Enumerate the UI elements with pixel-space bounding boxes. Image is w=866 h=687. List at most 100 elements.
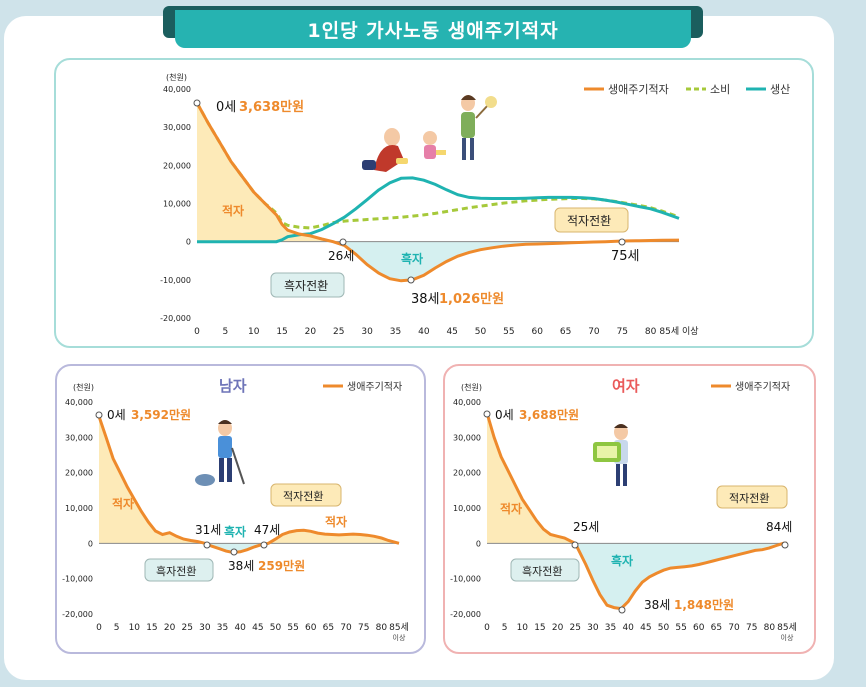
deficit-area-fill (197, 102, 334, 242)
switch-surplus-callout (144, 558, 214, 582)
family-housework-illustration (362, 95, 497, 172)
y-tick-label: 0 (186, 238, 191, 247)
x-tick-label: 0 (194, 327, 200, 337)
x-tick-label: 20 (552, 623, 564, 633)
switch-surplus-age: 31세 (195, 523, 221, 537)
switch-surplus-callout (270, 272, 345, 298)
legend-production-label: 생산 (770, 83, 790, 96)
x-tick-label: 85세 (389, 622, 409, 633)
x-tick-label: 30 (199, 623, 211, 633)
legend-deficit-label: 생애주기적자 (347, 381, 402, 393)
switch-deficit-marker (260, 541, 268, 549)
x-tick-suffix: 이상 (781, 633, 794, 642)
x-tick-label: 70 (340, 623, 352, 633)
x-tick-label: 15 (534, 623, 545, 633)
x-tick-label: 35 (605, 623, 616, 633)
woman-laundry-illustration (593, 424, 628, 486)
peak-surplus-value: 1,026만원 (439, 291, 504, 307)
peak-surplus-marker (407, 276, 415, 284)
y-tick-label: 40,000 (453, 398, 481, 407)
x-tick-label: 65 (323, 623, 334, 633)
y-tick-label: 30,000 (453, 433, 481, 442)
x-tick-label: 55 (287, 623, 298, 633)
switch-surplus-callout (510, 558, 580, 582)
y-tick-label: -20,000 (62, 610, 93, 619)
legend-consumption-label: 소비 (710, 83, 730, 96)
x-tick-label: 45 (446, 327, 457, 337)
x-tick-label: 55 (503, 327, 514, 337)
x-tick-label: 60 (305, 623, 317, 633)
x-tick-label: 25 (333, 327, 344, 337)
y-tick-label: -10,000 (450, 575, 481, 584)
y-tick-label: 40,000 (163, 85, 191, 94)
x-tick-label: 70 (588, 327, 600, 337)
legend-deficit-label: 생애주기적자 (735, 381, 790, 393)
x-tick-label: 50 (270, 623, 282, 633)
peak-surplus-age: 38세 (644, 598, 670, 612)
switch-surplus-label: 흑자전환 (284, 279, 328, 293)
y-tick-label: 20,000 (65, 469, 93, 478)
title-banner: 1인당 가사노동 생애주기적자 (163, 6, 703, 48)
peak-surplus-age: 38세 (228, 559, 254, 573)
x-tick-label: 80 (645, 327, 657, 337)
panel-title: 여자 (612, 377, 640, 395)
x-tick-label: 45 (252, 623, 263, 633)
switch-deficit-marker (781, 541, 789, 549)
x-tick-label: 0 (96, 623, 102, 633)
peak-surplus-marker (230, 548, 238, 556)
y-tick-label: -10,000 (160, 276, 191, 285)
y-tick-label: 10,000 (163, 200, 191, 209)
start-value-label: 3,638만원 (239, 99, 304, 115)
x-tick-label: 10 (248, 327, 260, 337)
start-marker (483, 410, 491, 418)
x-tick-label: 30 (361, 327, 373, 337)
switch-deficit-callout (554, 207, 629, 233)
y-tick-label: 0 (476, 539, 481, 548)
deficit-area-fill (99, 416, 205, 544)
x-tick-label: 65 (711, 623, 722, 633)
switch-deficit-callout (716, 485, 788, 509)
panel-title: 남자 (219, 377, 247, 395)
switch-deficit-label: 적자전환 (283, 490, 323, 503)
y-tick-label: 20,000 (163, 161, 191, 170)
switch-deficit-label: 적자전환 (729, 492, 769, 505)
x-tick-label: 75 (746, 623, 757, 633)
x-tick-label: 75 (617, 327, 628, 337)
x-tick-label: 20 (305, 327, 317, 337)
peak-surplus-age: 38세 (411, 292, 440, 307)
deficit-series-line (97, 415, 400, 555)
x-tick-label: 25 (182, 623, 193, 633)
y-tick-label: -10,000 (62, 575, 93, 584)
switch-surplus-label: 흑자전환 (156, 564, 196, 578)
x-tick-label: 35 (390, 327, 401, 337)
y-tick-label: -20,000 (160, 314, 191, 323)
y-axis-unit: (천원) (73, 382, 94, 392)
surplus-area-fill (487, 543, 787, 609)
x-tick-label: 25 (570, 623, 581, 633)
x-tick-label: 5 (114, 623, 120, 633)
x-tick-label: 80 (764, 623, 776, 633)
switch-deficit-marker (618, 238, 626, 246)
surplus-area-fill (197, 241, 679, 281)
surplus-area-label: 흑자 (401, 251, 423, 266)
x-tick-label: 80 (376, 623, 388, 633)
deficit-area-label: 적자 (500, 501, 522, 516)
y-tick-label: 0 (88, 539, 93, 548)
switch-surplus-marker (339, 238, 347, 246)
switch-deficit-age: 75세 (611, 249, 640, 264)
y-tick-label: -20,000 (450, 610, 481, 619)
y-axis-unit: (천원) (461, 382, 482, 392)
x-tick-label: 40 (418, 327, 430, 337)
deficit-series-line (485, 412, 787, 611)
switch-surplus-marker (203, 541, 211, 549)
x-tick-label: 85세 (777, 622, 797, 633)
x-tick-label: 70 (728, 623, 740, 633)
switch-deficit-callout (270, 483, 342, 507)
x-tick-label: 55 (675, 623, 686, 633)
switch-surplus-label: 흑자전환 (522, 564, 562, 578)
x-tick-label: 10 (517, 623, 529, 633)
total-chart-panel: 40,000 30,000 20,000 10,000 0 -10,000 -20,000 … (54, 58, 814, 348)
peak-surplus-marker (618, 606, 626, 614)
switch-surplus-age: 25세 (573, 520, 599, 534)
x-tick-label: 35 (217, 623, 228, 633)
